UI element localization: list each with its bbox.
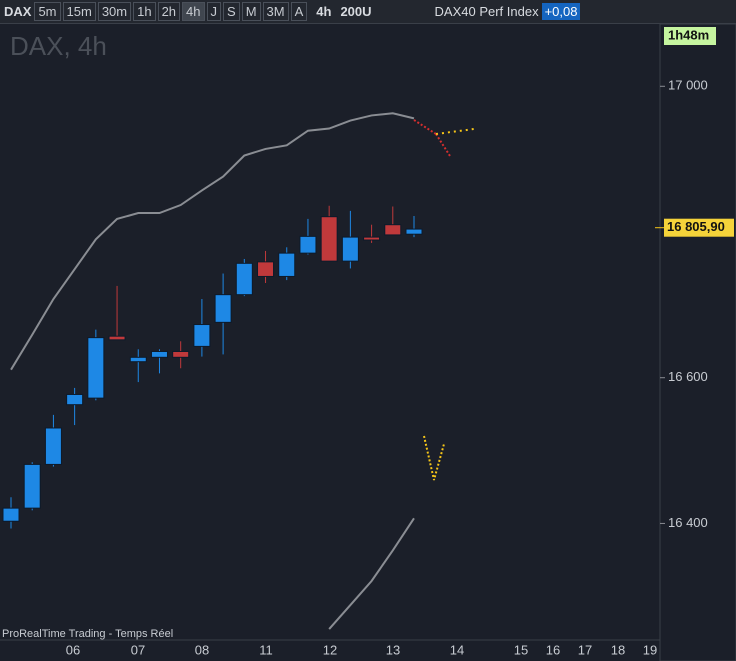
candle-body <box>384 224 402 236</box>
band-line <box>328 517 415 630</box>
candle-body <box>341 236 359 262</box>
interval[interactable]: 4h <box>316 4 332 19</box>
last-price-bg <box>664 218 734 237</box>
projection <box>435 128 475 135</box>
timeframe-button[interactable]: 3M <box>262 2 289 21</box>
units[interactable]: 200U <box>340 4 372 19</box>
x-tick-label: 19 <box>643 642 657 657</box>
x-tick-label: 12 <box>323 642 337 657</box>
x-tick-label: 06 <box>66 642 80 657</box>
candle-body <box>257 261 275 277</box>
price-axis <box>659 24 736 661</box>
candle-body <box>66 393 84 406</box>
timeframe-button[interactable]: 5m <box>34 2 61 21</box>
timeframe-button[interactable]: A <box>290 2 308 21</box>
candle-body <box>87 337 105 399</box>
candle-body <box>23 463 41 509</box>
candle-body <box>129 356 147 363</box>
candle-body <box>193 324 211 347</box>
x-tick-label: 13 <box>386 642 400 657</box>
indicator[interactable]: DAX40 Perf Index <box>434 4 539 19</box>
timeframe-button[interactable]: M <box>241 2 261 21</box>
timeframe-button[interactable]: J <box>206 2 222 21</box>
candle-body <box>299 235 317 254</box>
symbol[interactable]: DAX <box>4 4 32 19</box>
candle-body <box>405 228 423 235</box>
x-tick-label: 16 <box>546 642 560 657</box>
timeframe-button[interactable]: 30m <box>97 2 132 21</box>
countdown-bg <box>664 27 716 45</box>
change: +0,08 <box>541 3 581 20</box>
band-line <box>10 112 415 371</box>
projection <box>413 119 451 157</box>
toolbar: DAX 5m 15m 30m 1h 2h 4h J S M 3M A 4h 200U DAX40 P… <box>0 0 736 24</box>
candle-body <box>150 350 168 358</box>
timeframe-button[interactable]: S <box>223 2 240 21</box>
projection <box>423 435 445 481</box>
x-tick-label: 14 <box>450 642 464 657</box>
countdown: 1h48m <box>668 27 709 42</box>
timeframes: 5m 15m 30m 1h 2h 4h J S M 3M A <box>34 2 308 21</box>
candle-body <box>278 252 296 277</box>
x-tick-label: 08 <box>195 642 209 657</box>
timeframe-button[interactable]: 1h <box>133 2 156 21</box>
timeframe-button[interactable]: 4h <box>182 2 205 21</box>
y-tick-label: 16 400 <box>668 515 708 530</box>
candle-body <box>172 350 190 358</box>
candle-body <box>320 216 338 262</box>
candle-body <box>108 335 126 341</box>
x-tick-label: 07 <box>131 642 145 657</box>
timeframe-button[interactable]: 2h <box>157 2 181 21</box>
x-tick-label: 11 <box>259 642 273 657</box>
candle-body <box>363 236 381 241</box>
x-tick-label: 17 <box>578 642 592 657</box>
y-tick-label: 17 000 <box>668 78 708 93</box>
candle-body <box>235 262 253 296</box>
last-price-label: 16 805,90 <box>667 219 725 234</box>
chart: DAX, 4h 1h48m ProRealTime Trading - Temp… <box>0 24 736 661</box>
timeframe-button[interactable]: 15m <box>62 2 96 21</box>
footer: ProRealTime Trading - Temps Réel <box>2 628 173 640</box>
y-tick-label: 16 600 <box>668 369 708 384</box>
candle-body <box>44 427 62 465</box>
candle-body <box>214 294 232 323</box>
x-tick-label: 15 <box>514 642 528 657</box>
x-tick-label: 18 <box>611 642 625 657</box>
chart-title: DAX, 4h <box>10 31 107 61</box>
candle-body <box>2 507 20 522</box>
